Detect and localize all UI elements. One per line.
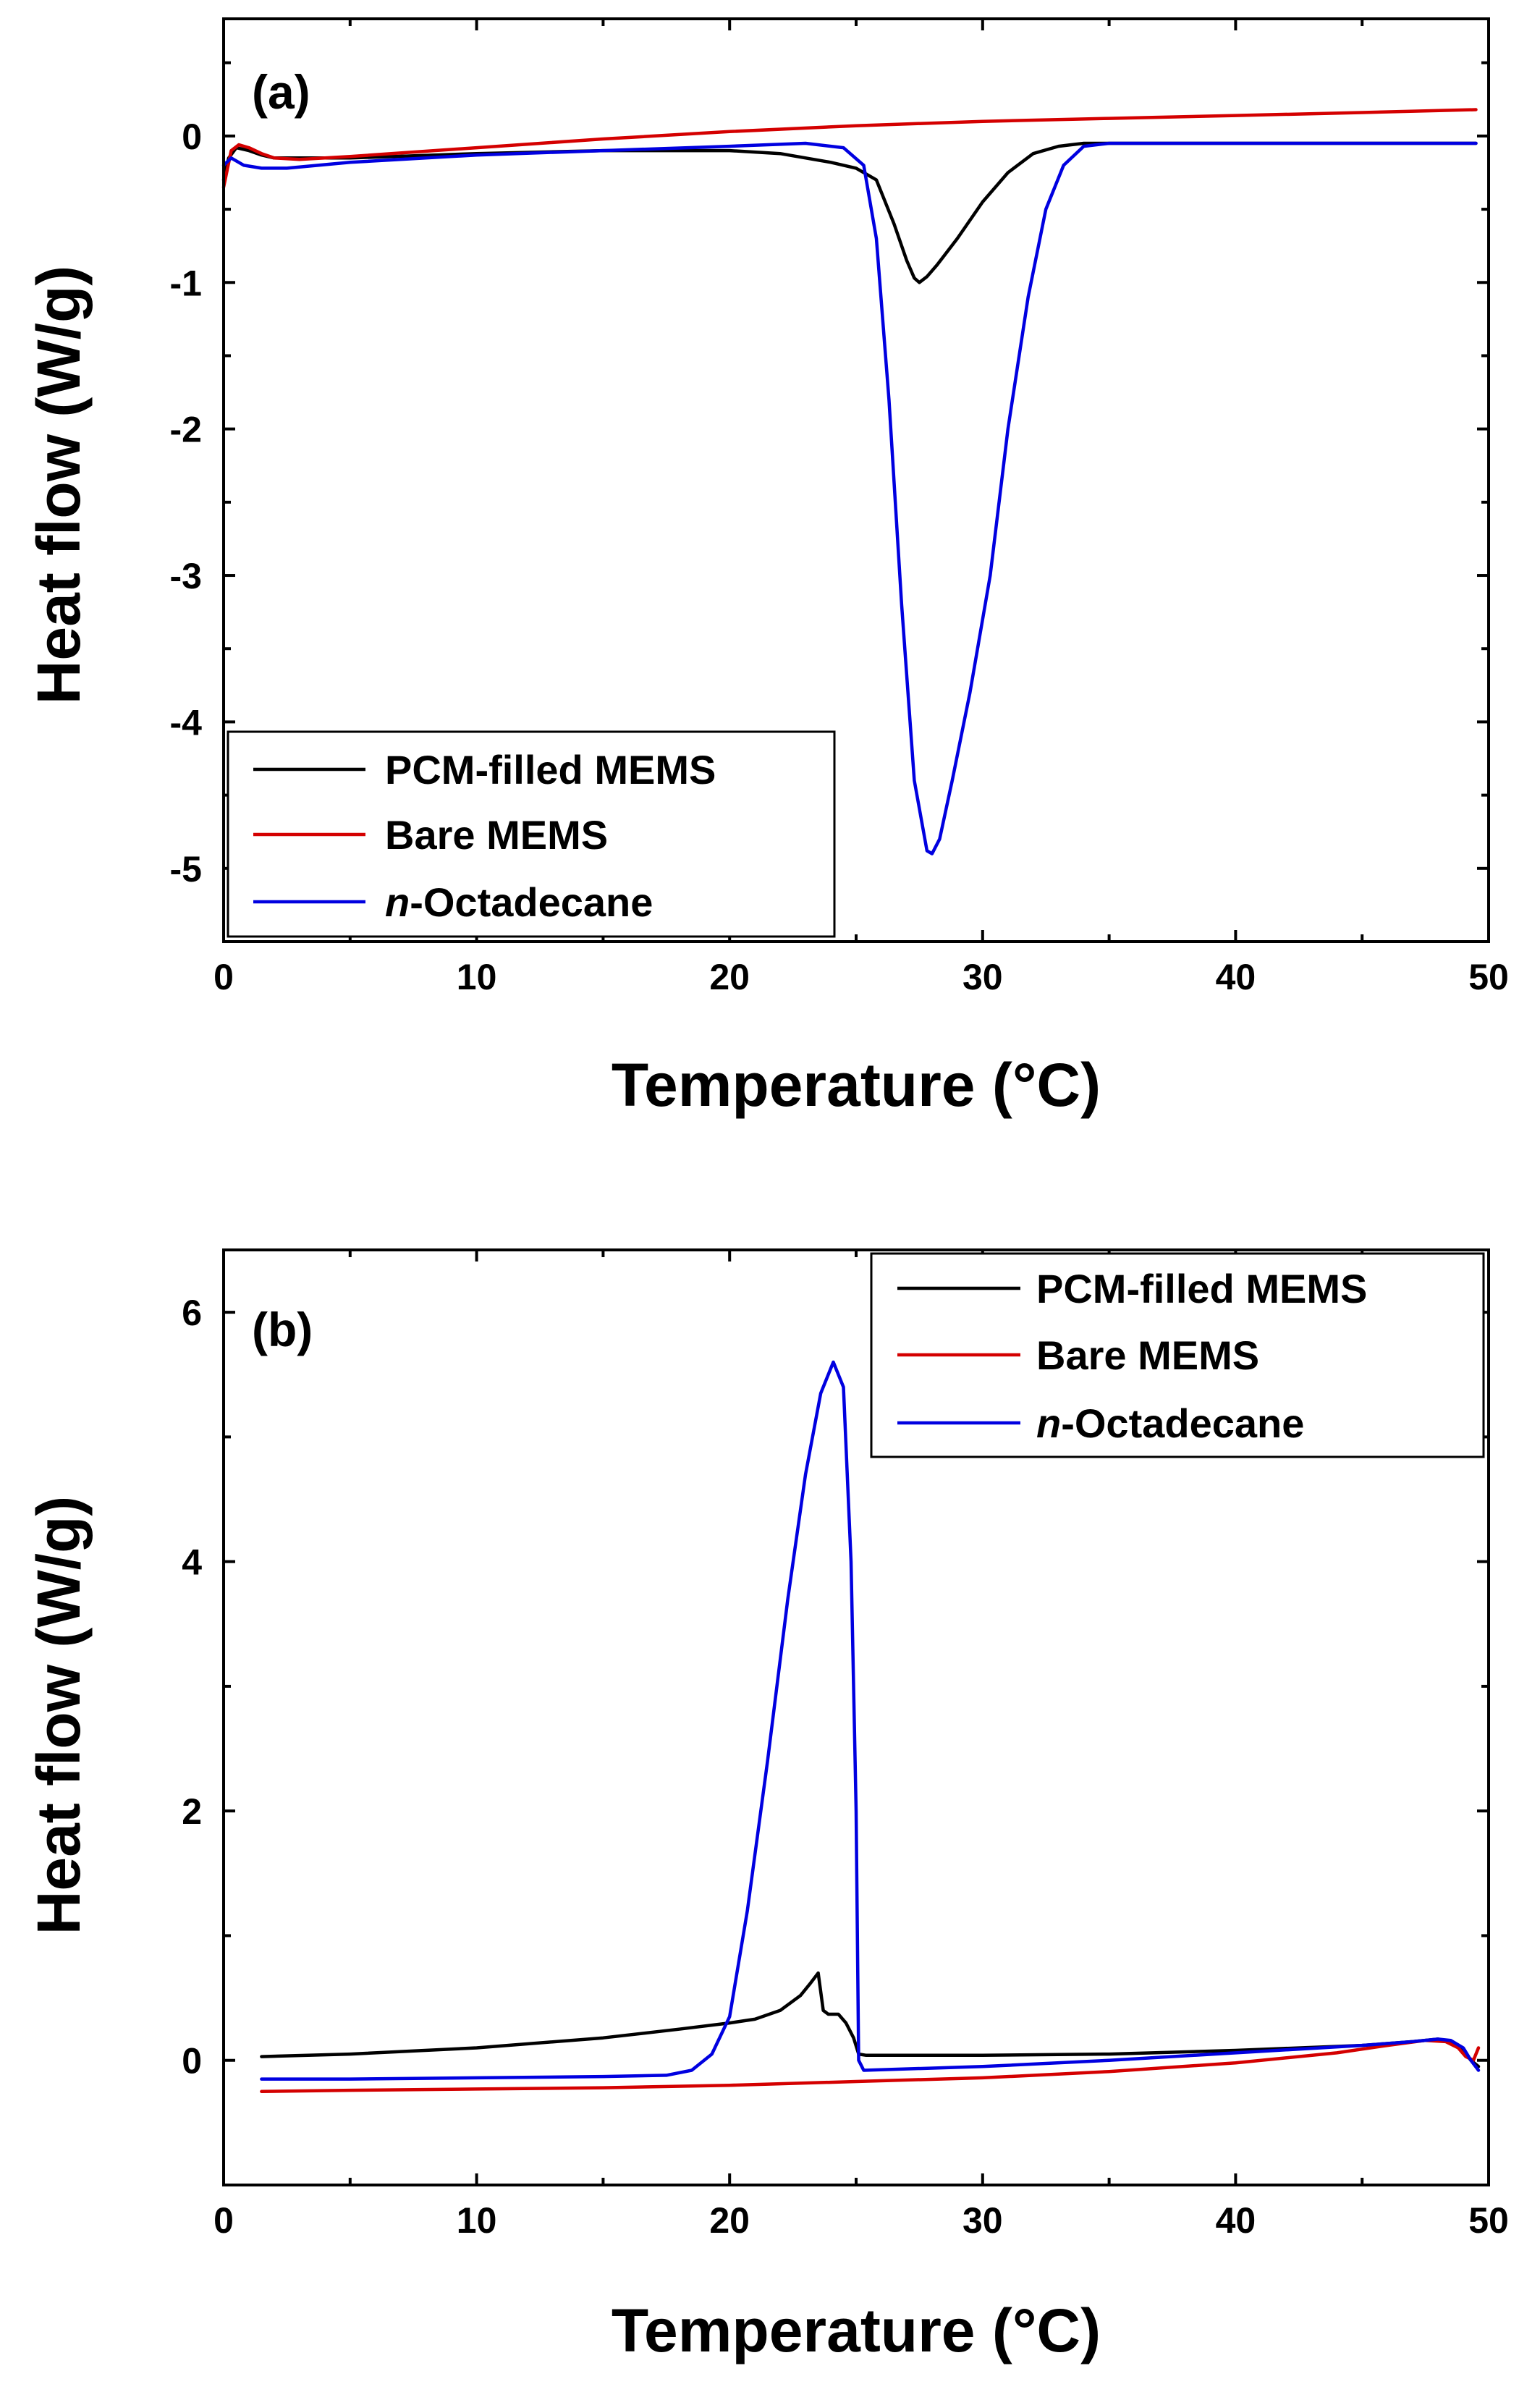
- panel-a-plot-area: [221, 108, 1478, 855]
- panel-a-x-axis-title: Temperature (°C): [612, 1051, 1101, 1119]
- panel-b-y-tick-label: 2: [182, 1791, 202, 1832]
- panel-b-x-tick-label: 50: [1468, 2200, 1509, 2241]
- panel-a: 0 10 20 30 40 50 0 -1 -2 -3 -4 -5 (a) Temperature (…: [25, 17, 1509, 1119]
- panel-b-y-tick-label: 0: [182, 2041, 202, 2082]
- panel-a-x-tick-label: 0: [213, 957, 234, 997]
- panel-a-x-tick-label: 40: [1216, 957, 1256, 997]
- panel-b-tick-labels: 0 10 20 30 40 50 0 2 4 6: [182, 1293, 1509, 2241]
- panel-b-legend-label-bare: Bare MEMS: [1036, 1332, 1259, 1378]
- panel-a-tick-labels: 0 10 20 30 40 50 0 -1 -2 -3 -4 -5: [170, 117, 1509, 997]
- panel-b: 0 10 20 30 40 50 0 2 4 6 (b) Temperature (°C) Hea…: [25, 1248, 1509, 2364]
- panel-a-label: (a): [252, 65, 310, 119]
- panel-a-x-tick-label: 20: [709, 957, 750, 997]
- panel-b-legend-label-pcm: PCM-filled MEMS: [1036, 1266, 1367, 1311]
- panel-b-x-tick-label: 10: [457, 2200, 497, 2241]
- panel-a-series-bare-mems: [221, 108, 1478, 189]
- legend-rest: -Octadecane: [1061, 1400, 1304, 1446]
- panel-b-x-tick-label: 20: [709, 2200, 750, 2241]
- panel-a-y-tick-label: -1: [170, 263, 202, 303]
- panel-a-legend-label-octadecane-text: n-Octadecane: [385, 879, 653, 925]
- legend-italic-n: n: [385, 879, 410, 925]
- panel-a-y-tick-label: -2: [170, 410, 202, 450]
- panel-a-y-tick-label: -3: [170, 556, 202, 596]
- panel-a-legend-label-octadecane: n-Octadecane: [385, 879, 653, 925]
- panel-a-legend-label-bare: Bare MEMS: [385, 812, 608, 858]
- panel-b-x-tick-label: 30: [962, 2200, 1003, 2241]
- panel-b-legend-label-octadecane: n-Octadecane: [1036, 1400, 1304, 1446]
- panel-b-legend: PCM-filled MEMS Bare MEMS n-Octadecane: [870, 1252, 1485, 1458]
- panel-a-x-tick-label: 50: [1468, 957, 1509, 997]
- panel-b-series-n-octadecane: [260, 1360, 1481, 2081]
- panel-b-plot-area: [260, 1360, 1481, 2094]
- panel-a-y-tick-label: -4: [170, 702, 203, 743]
- panel-b-series-bare-mems: [260, 2038, 1481, 2094]
- panel-a-legend-label-pcm: PCM-filled MEMS: [385, 747, 716, 793]
- panel-b-x-axis-title: Temperature (°C): [612, 2296, 1101, 2364]
- panel-b-y-axis-title: Heat flow (W/g): [25, 1496, 93, 1935]
- panel-a-series-n-octadecane: [221, 141, 1478, 855]
- panel-b-x-tick-label: 0: [213, 2200, 234, 2241]
- panel-a-y-tick-label: 0: [182, 117, 202, 157]
- panel-b-y-tick-label: 4: [182, 1542, 202, 1583]
- panel-a-x-tick-label: 10: [457, 957, 497, 997]
- panel-b-y-tick-label: 6: [182, 1293, 202, 1333]
- legend-italic-n: n: [1036, 1400, 1061, 1446]
- panel-a-y-tick-label: -5: [170, 849, 202, 889]
- panel-b-x-tick-label: 40: [1216, 2200, 1256, 2241]
- panel-a-x-tick-label: 30: [962, 957, 1003, 997]
- panel-b-label: (b): [252, 1303, 313, 1356]
- panel-a-y-axis-title: Heat flow (W/g): [25, 266, 93, 705]
- panel-b-legend-label-octadecane-text: n-Octadecane: [1036, 1400, 1304, 1446]
- legend-rest: -Octadecane: [410, 879, 653, 925]
- panel-a-legend: PCM-filled MEMS Bare MEMS n-Octadecane: [227, 730, 836, 938]
